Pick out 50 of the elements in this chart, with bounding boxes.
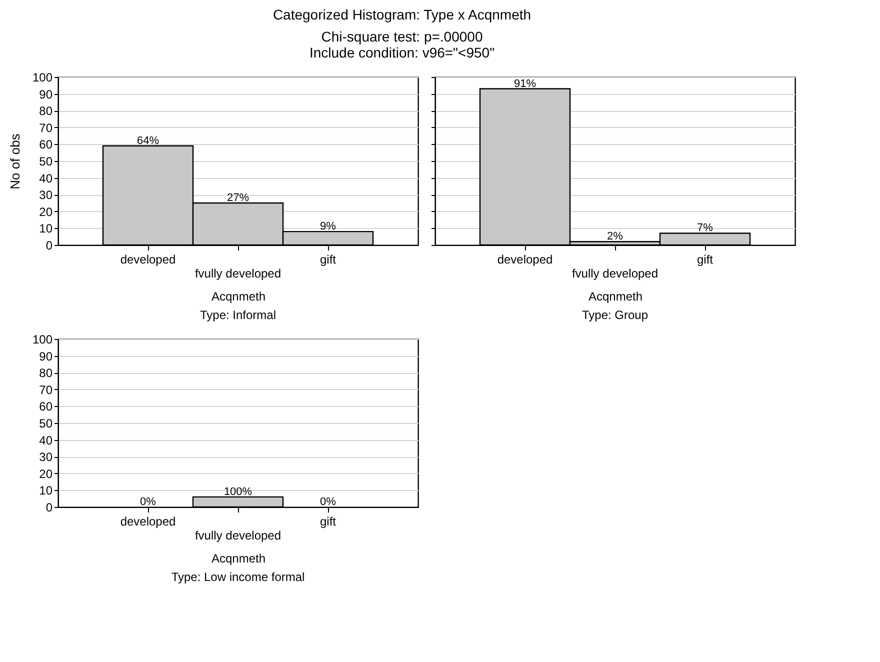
y-tick-label: 80	[39, 104, 53, 118]
text: Type: Informal	[200, 308, 276, 322]
annotation: 91%	[514, 78, 536, 90]
y-axis-title: No of obs	[7, 133, 22, 190]
x-tick-label: gift	[320, 514, 337, 528]
annotation: 2%	[607, 230, 624, 243]
y-tick-label: 60	[39, 138, 53, 152]
y-tick-label: 40	[39, 171, 53, 186]
text: Chi-square test: p=.00000	[321, 28, 483, 44]
text: Type: Low income formal	[171, 570, 305, 584]
y-tick-label: 20	[39, 466, 53, 481]
y-tick-label: 50	[39, 154, 53, 168]
x-axis-title: Acqnmeth	[211, 290, 266, 304]
x-axis-title: Acqnmeth	[588, 290, 643, 304]
y-tick-label: 10	[39, 222, 53, 236]
y-tick-label: 30	[39, 188, 53, 202]
y-tick-label: 60	[39, 400, 53, 414]
x-tick-label: fvully developed	[572, 266, 658, 280]
x-tick-label: gift	[320, 252, 337, 266]
y-tick-label: 70	[39, 382, 53, 397]
y-tick-label: 0	[46, 238, 53, 252]
x-tick-label: fvully developed	[194, 266, 282, 280]
annotation: 0%	[320, 496, 336, 508]
text: Include condition: v96="<950"	[309, 44, 495, 60]
y-tick-label: 90	[39, 87, 53, 102]
x-tick-label: developed	[120, 514, 176, 528]
y-tick-label: 30	[39, 450, 53, 464]
y-tick-label: 70	[39, 120, 53, 135]
chart-title: Categorized Histogram: Type x Acqnmeth	[272, 6, 532, 22]
annotation: 0%	[140, 496, 156, 508]
y-tick-label: 20	[39, 204, 53, 219]
y-tick-label: 50	[39, 416, 53, 430]
y-tick-label: 80	[39, 366, 53, 380]
annotation: 7%	[697, 222, 714, 234]
y-tick-label: 100	[32, 70, 53, 84]
annotation: 100%	[224, 486, 252, 498]
y-tick-label: 10	[39, 484, 53, 498]
annotation: 64%	[136, 134, 160, 147]
y-tick-label: 90	[39, 349, 53, 364]
x-tick-label: fvully developed	[194, 528, 282, 542]
annotation: 27%	[226, 192, 250, 204]
annotation: 9%	[320, 220, 336, 233]
text: Type: Group	[582, 308, 648, 322]
x-tick-label: developed	[120, 252, 176, 266]
x-axis-title: Acqnmeth	[211, 552, 266, 566]
x-tick-label: developed	[497, 252, 553, 266]
y-tick-label: 100	[32, 332, 53, 346]
y-tick-label: 0	[46, 500, 53, 514]
x-tick-label: gift	[696, 252, 714, 266]
y-tick-label: 40	[39, 433, 53, 448]
